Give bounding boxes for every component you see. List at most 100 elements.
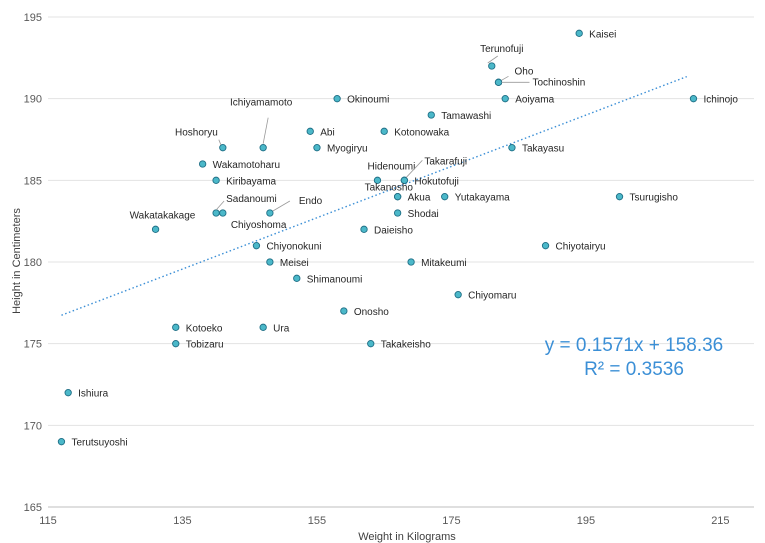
point-label-tamawashi: Tamawashi: [441, 111, 491, 122]
leader-line-endo: [272, 200, 291, 212]
point-label-aoiyama: Aoiyama: [515, 95, 554, 106]
point-yutakayama: [441, 193, 449, 201]
leader-line-ichiyamamoto: [262, 117, 269, 144]
y-tick-label: 170: [24, 420, 42, 432]
point-label-takanosho: Takanosho: [365, 183, 414, 194]
x-tick-label: 135: [173, 515, 191, 527]
point-label-hoshoryu: Hoshoryu: [175, 128, 218, 139]
point-label-daieisho: Daieisho: [374, 225, 413, 236]
point-tochinoshin: [494, 78, 503, 86]
point-label-ishiura: Ishiura: [78, 389, 108, 400]
point-chiyonokuni: [252, 242, 261, 250]
point-label-ura: Ura: [273, 323, 290, 334]
point-label-sadanoumi: Sadanoumi: [226, 194, 277, 205]
point-chiyotairyu: [541, 242, 550, 250]
x-tick-label: 155: [308, 515, 326, 527]
point-label-ichinojo: Ichinojo: [703, 95, 738, 106]
point-label-tobizaru: Tobizaru: [186, 340, 224, 351]
point-label-onosho: Onosho: [354, 307, 389, 318]
point-takayasu: [508, 144, 516, 152]
point-kotonowaka: [380, 127, 388, 135]
point-label-takakeisho: Takakeisho: [381, 340, 431, 351]
point-label-myogiryu: Myogiryu: [327, 144, 368, 155]
point-label-okinoumi: Okinoumi: [347, 95, 389, 106]
point-terutsuyoshi: [57, 438, 66, 446]
leader-line-hoshoryu: [218, 139, 222, 145]
point-tobizaru: [172, 340, 180, 348]
point-label-shimanoumi: Shimanoumi: [307, 274, 363, 285]
y-tick-label: 175: [24, 339, 42, 351]
point-label-wakamotoharu: Wakamotoharu: [213, 160, 280, 171]
point-label-kiribayama: Kiribayama: [226, 176, 276, 187]
point-hoshoryu: [219, 144, 227, 152]
x-tick-label: 195: [577, 515, 595, 527]
point-chiyoshoma: [219, 209, 227, 217]
axis-ticks: 165 170 175 180 185 190 195 115 135 155 175 195 215: [24, 12, 730, 527]
point-shimanoumi: [293, 274, 301, 282]
point-tsurugisho: [615, 193, 624, 201]
point-hidenoumi: [373, 176, 382, 184]
point-aoiyama: [501, 95, 509, 103]
x-tick-label: 175: [442, 515, 460, 527]
point-ishiura: [64, 389, 72, 397]
point-label-yutakayama: Yutakayama: [455, 193, 510, 204]
point-label-terunofuji: Terunofuji: [480, 44, 523, 55]
point-label-tochinoshin: Tochinoshin: [532, 77, 585, 88]
point-ichiyamamoto: [259, 144, 267, 152]
x-tick-label: 115: [39, 515, 57, 527]
point-label-akua: Akua: [408, 193, 431, 204]
x-axis-title: Weight in Kilograms: [358, 531, 456, 543]
y-tick-label: 165: [24, 502, 42, 514]
point-okinoumi: [333, 95, 341, 103]
point-label-kotoeko: Kotoeko: [186, 323, 223, 334]
point-label-meisei: Meisei: [280, 258, 309, 269]
y-tick-label: 190: [24, 94, 42, 106]
point-label-chiyotairyu: Chiyotairyu: [556, 242, 606, 253]
point-terunofuji: [488, 62, 496, 70]
point-wakamotoharu: [198, 160, 207, 168]
point-label-takayasu: Takayasu: [522, 144, 564, 155]
data-points: [57, 29, 698, 446]
y-tick-label: 180: [24, 257, 42, 269]
leader-line-sadanoumi: [215, 200, 225, 211]
point-label-chiyonokuni: Chiyonokuni: [266, 242, 321, 253]
point-ichinojo: [689, 95, 698, 103]
point-label-kotonowaka: Kotonowaka: [394, 127, 449, 138]
point-wakatakakage: [151, 225, 160, 233]
point-daieisho: [360, 225, 368, 233]
point-label-endo: Endo: [299, 196, 323, 207]
point-shodai: [393, 209, 402, 217]
trendline-r-squared: R² = 0.3536: [584, 359, 684, 380]
point-label-kaisei: Kaisei: [589, 29, 616, 40]
point-onosho: [340, 307, 348, 315]
point-kotoeko: [172, 323, 180, 331]
point-label-abi: Abi: [320, 127, 334, 138]
point-label-hokutofuji: Hokutofuji: [414, 176, 458, 187]
y-tick-label: 195: [24, 12, 42, 24]
trendline-equation: y = 0.1571x + 158.36: [545, 335, 724, 356]
point-label-hidenoumi: Hidenoumi: [368, 161, 416, 172]
point-label-oho: Oho: [514, 66, 533, 77]
point-label-chiyoshoma: Chiyoshoma: [231, 220, 287, 231]
y-axis-title: Height in Centimeters: [11, 208, 23, 314]
point-tamawashi: [427, 111, 435, 119]
point-myogiryu: [313, 144, 321, 152]
point-label-wakatakakage: Wakatakakage: [130, 210, 196, 221]
point-label-takarafuji: Takarafuji: [424, 156, 467, 167]
y-tick-label: 185: [24, 175, 42, 187]
point-akua: [393, 193, 402, 201]
trendline: [61, 75, 688, 316]
point-kiribayama: [212, 176, 220, 184]
point-label-mitakeumi: Mitakeumi: [421, 258, 467, 269]
point-abi: [306, 127, 314, 135]
point-sadanoumi: [212, 209, 220, 217]
point-takakeisho: [367, 340, 375, 348]
gridlines: [48, 16, 754, 508]
point-label-terutsuyoshi: Terutsuyoshi: [71, 438, 127, 449]
point-mitakeumi: [407, 258, 415, 266]
point-label-chiyomaru: Chiyomaru: [468, 291, 516, 302]
leader-line-oho: [501, 75, 509, 81]
leader-line-terunofuji: [487, 55, 499, 64]
